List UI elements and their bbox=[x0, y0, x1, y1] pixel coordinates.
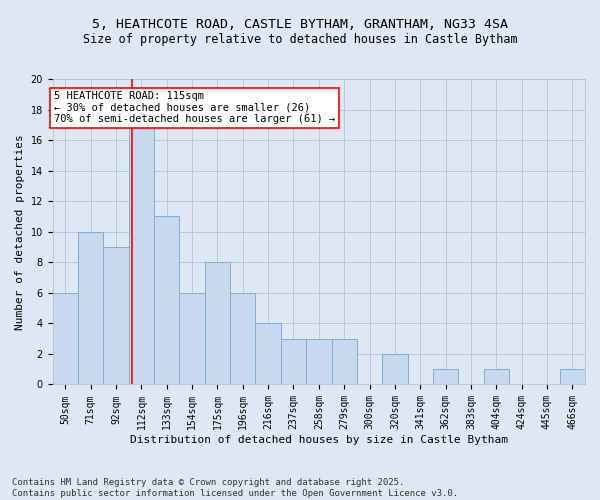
Text: Contains HM Land Registry data © Crown copyright and database right 2025.
Contai: Contains HM Land Registry data © Crown c… bbox=[12, 478, 458, 498]
Bar bbox=[230, 293, 256, 384]
Y-axis label: Number of detached properties: Number of detached properties bbox=[15, 134, 25, 330]
Bar bbox=[560, 369, 585, 384]
Bar bbox=[78, 232, 103, 384]
Bar bbox=[205, 262, 230, 384]
Bar bbox=[154, 216, 179, 384]
Text: 5 HEATHCOTE ROAD: 115sqm
← 30% of detached houses are smaller (26)
70% of semi-d: 5 HEATHCOTE ROAD: 115sqm ← 30% of detach… bbox=[54, 91, 335, 124]
Text: 5, HEATHCOTE ROAD, CASTLE BYTHAM, GRANTHAM, NG33 4SA: 5, HEATHCOTE ROAD, CASTLE BYTHAM, GRANTH… bbox=[92, 18, 508, 30]
Bar bbox=[306, 338, 332, 384]
Bar bbox=[281, 338, 306, 384]
Text: Size of property relative to detached houses in Castle Bytham: Size of property relative to detached ho… bbox=[83, 32, 517, 46]
Bar bbox=[332, 338, 357, 384]
Bar bbox=[179, 293, 205, 384]
Bar bbox=[129, 125, 154, 384]
Bar bbox=[103, 247, 129, 384]
X-axis label: Distribution of detached houses by size in Castle Bytham: Distribution of detached houses by size … bbox=[130, 435, 508, 445]
Bar bbox=[382, 354, 407, 384]
Bar bbox=[484, 369, 509, 384]
Bar bbox=[256, 324, 281, 384]
Bar bbox=[53, 293, 78, 384]
Bar bbox=[433, 369, 458, 384]
